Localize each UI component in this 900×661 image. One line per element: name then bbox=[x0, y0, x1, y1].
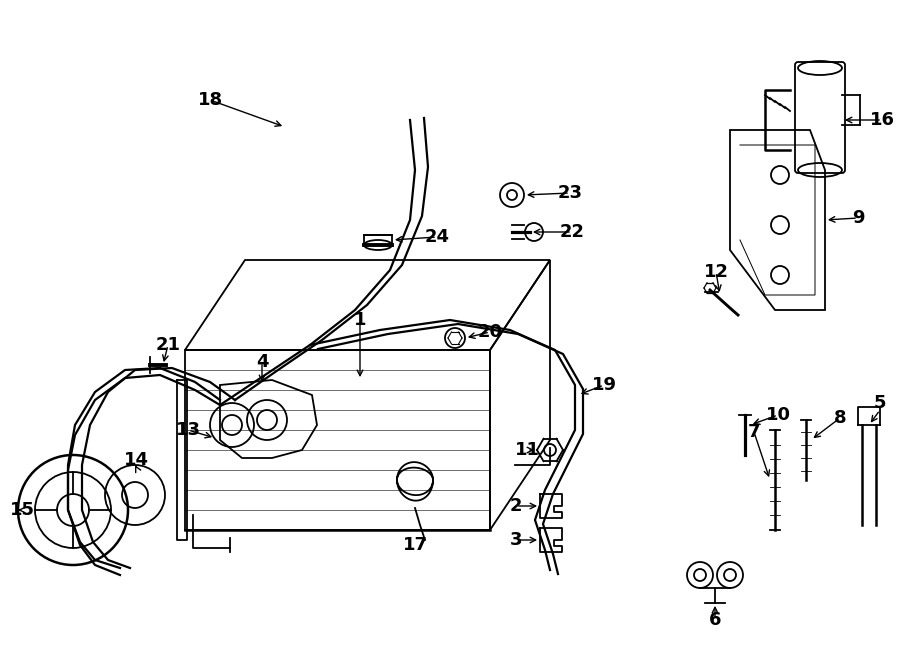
Text: 19: 19 bbox=[591, 376, 617, 394]
Text: 6: 6 bbox=[709, 611, 721, 629]
Text: 21: 21 bbox=[156, 336, 181, 354]
Text: 7: 7 bbox=[748, 423, 760, 441]
Text: 24: 24 bbox=[425, 228, 449, 246]
Text: 20: 20 bbox=[478, 323, 502, 341]
Text: 17: 17 bbox=[402, 536, 428, 554]
Text: 3: 3 bbox=[509, 531, 522, 549]
Text: 4: 4 bbox=[256, 353, 268, 371]
Text: 2: 2 bbox=[509, 497, 522, 515]
Text: 13: 13 bbox=[176, 421, 201, 439]
Text: 8: 8 bbox=[833, 409, 846, 427]
Text: 22: 22 bbox=[560, 223, 584, 241]
Text: 18: 18 bbox=[197, 91, 222, 109]
Text: 14: 14 bbox=[123, 451, 148, 469]
Text: 12: 12 bbox=[704, 263, 728, 281]
Text: 15: 15 bbox=[10, 501, 34, 519]
Text: 9: 9 bbox=[851, 209, 864, 227]
Text: 16: 16 bbox=[869, 111, 895, 129]
Text: 10: 10 bbox=[766, 406, 790, 424]
Text: 1: 1 bbox=[354, 311, 366, 329]
Text: 23: 23 bbox=[557, 184, 582, 202]
Text: 11: 11 bbox=[515, 441, 539, 459]
Text: 5: 5 bbox=[874, 394, 886, 412]
